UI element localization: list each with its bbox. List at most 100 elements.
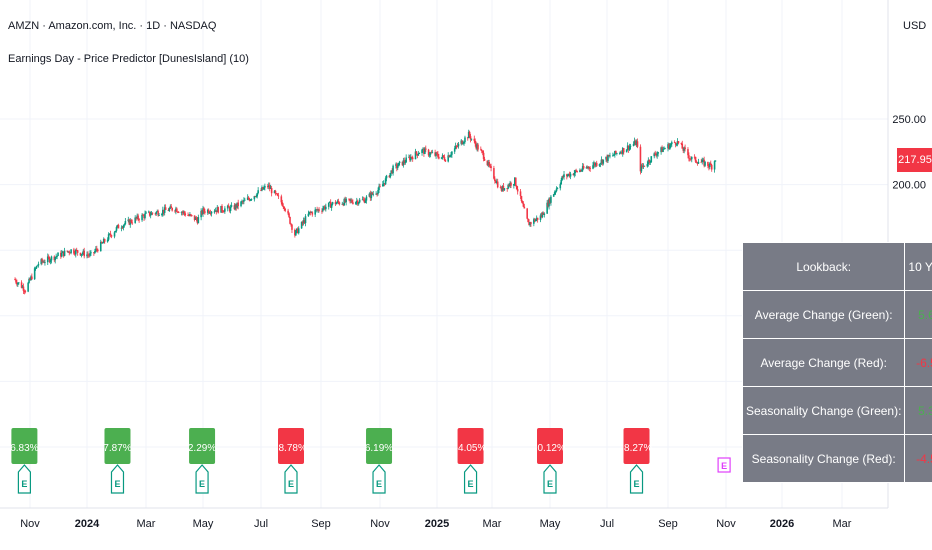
candle-body xyxy=(161,213,163,216)
candle-body xyxy=(28,278,30,283)
candle-body xyxy=(280,196,283,203)
candle-body xyxy=(552,194,555,197)
candle-body xyxy=(301,221,304,224)
candle-body xyxy=(709,163,712,166)
candle-body xyxy=(507,184,509,189)
candle-body xyxy=(260,190,262,192)
candle-body xyxy=(632,144,635,146)
candle-body xyxy=(593,163,595,166)
candle-body xyxy=(233,205,236,210)
candle-body xyxy=(73,249,75,254)
candle-body xyxy=(321,210,323,212)
candle-body xyxy=(16,282,18,285)
candle-body xyxy=(563,174,565,178)
candle-body xyxy=(221,205,223,211)
candle-body xyxy=(687,149,689,156)
candle-body xyxy=(282,205,285,207)
candle-body xyxy=(690,156,693,160)
stats-label: Average Change (Red): xyxy=(741,338,906,387)
earnings-change-label: 7.87% xyxy=(103,443,131,454)
candle-body xyxy=(55,256,57,258)
candle-body xyxy=(248,199,251,201)
candle-body xyxy=(562,176,564,178)
candle-body xyxy=(541,212,544,218)
candle-body xyxy=(115,227,118,231)
candle-body xyxy=(99,241,102,252)
candle-body xyxy=(382,183,385,185)
candle-body xyxy=(526,208,528,219)
candle-body xyxy=(67,251,70,253)
candle-body xyxy=(379,186,381,188)
candle-body xyxy=(284,208,286,211)
candle-body xyxy=(163,207,166,213)
candle-body xyxy=(657,152,659,154)
x-tick-label: May xyxy=(540,518,561,530)
candle-body xyxy=(441,155,444,158)
candle-body xyxy=(107,234,110,240)
candle-body xyxy=(116,224,119,228)
candle-body xyxy=(43,261,45,263)
candle-body xyxy=(156,211,159,212)
candle-body xyxy=(117,224,120,229)
candle-body xyxy=(345,198,347,203)
candle-body xyxy=(57,252,59,257)
candle-body xyxy=(224,208,226,212)
stats-row-lookback: Lookback: 10 Years xyxy=(741,242,932,291)
candle-body xyxy=(235,204,238,208)
candle-body xyxy=(714,160,717,162)
candle-body xyxy=(671,142,673,145)
candle-body xyxy=(96,248,98,250)
earnings-marker xyxy=(463,464,478,494)
candle-body xyxy=(124,221,127,225)
earnings-change-label-box xyxy=(623,428,650,464)
candle-body xyxy=(323,206,325,209)
x-tick-label: 2025 xyxy=(425,518,449,530)
candle-body xyxy=(574,170,577,174)
earnings-change-label-box xyxy=(537,428,563,464)
candle-body xyxy=(487,162,490,166)
candle-body xyxy=(168,208,171,211)
earnings-change-label-box xyxy=(104,428,131,464)
candle-body xyxy=(338,202,341,205)
earnings-marker xyxy=(372,464,386,494)
candle-body xyxy=(677,141,680,144)
candle-body xyxy=(102,239,105,243)
x-tick-label: Mar xyxy=(833,518,852,530)
candle-body xyxy=(110,235,113,237)
earnings-change-label-box xyxy=(457,428,484,464)
candle-body xyxy=(295,230,297,236)
candle-body xyxy=(377,190,379,194)
candle-body xyxy=(388,175,391,178)
candle-body xyxy=(183,211,186,214)
candle-body xyxy=(451,151,453,155)
candle-body xyxy=(397,162,400,167)
candle-body xyxy=(143,215,145,218)
candle-body xyxy=(214,210,217,212)
candle-body xyxy=(202,208,204,215)
candle-body xyxy=(614,150,616,156)
candle-body xyxy=(404,162,407,164)
x-tick-label: Nov xyxy=(370,518,390,530)
candle-body xyxy=(410,156,412,161)
candle-body xyxy=(510,182,512,186)
candle-body xyxy=(533,219,535,224)
candle-body xyxy=(74,253,76,255)
candle-body xyxy=(250,199,253,201)
candle-body xyxy=(138,219,140,221)
candle-body xyxy=(566,175,569,177)
candle-body xyxy=(427,149,430,156)
candle-body xyxy=(546,202,548,214)
earnings-marker-label: E xyxy=(288,479,294,489)
candle-body xyxy=(342,203,345,206)
candle-body xyxy=(244,199,246,201)
candle-body xyxy=(22,286,25,291)
candle-body xyxy=(23,290,26,292)
candle-body xyxy=(74,249,77,255)
indicator-title[interactable]: Earnings Day - Price Predictor [DunesIsl… xyxy=(8,53,249,65)
candle-body xyxy=(89,253,91,256)
candle-body xyxy=(443,157,446,161)
candle-body xyxy=(382,184,384,187)
candle-body xyxy=(580,170,583,172)
candle-body xyxy=(149,214,152,216)
candle-body xyxy=(362,199,365,201)
